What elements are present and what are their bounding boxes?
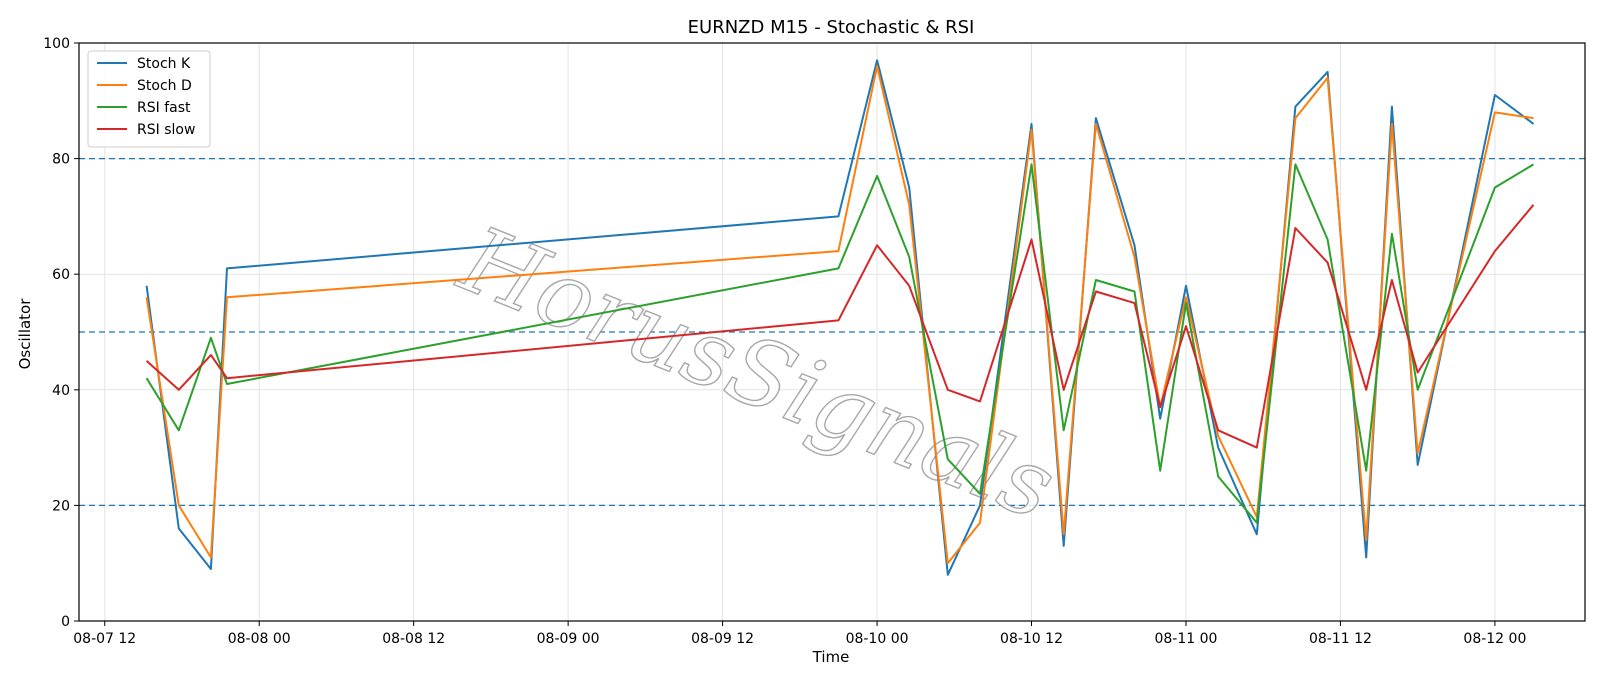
x-tick-label: 08-09 12 (691, 631, 754, 647)
x-tick-label: 08-09 00 (537, 631, 600, 647)
y-tick-label: 0 (61, 614, 70, 630)
y-tick-label: 80 (52, 152, 70, 168)
legend-box (87, 50, 211, 148)
y-tick-label: 20 (52, 498, 70, 514)
x-tick-label: 08-07 12 (73, 631, 136, 647)
legend-label: Stoch K (137, 56, 191, 72)
legend: Stoch K Stoch D RSI fast RSI slow (87, 50, 211, 148)
legend-label: Stoch D (137, 78, 192, 94)
legend-label: RSI fast (137, 100, 191, 116)
x-tick-label: 08-08 12 (382, 631, 445, 647)
x-tick-label: 08-11 00 (1154, 631, 1217, 647)
y-tick-label: 60 (52, 267, 70, 283)
y-axis-ticks: 0 20 40 60 80 100 (43, 36, 79, 630)
legend-label: RSI slow (137, 122, 195, 138)
x-tick-label: 08-10 12 (1000, 631, 1063, 647)
y-tick-label: 100 (43, 36, 70, 52)
x-tick-label: 08-11 12 (1309, 631, 1372, 647)
series-line-stoch-d (145, 65, 1534, 565)
series-lines (145, 59, 1535, 576)
series-line-rsi-fast (145, 163, 1535, 524)
x-tick-label: 08-12 00 (1463, 631, 1526, 647)
chart-title: EURNZD M15 - Stochastic & RSI (688, 17, 975, 38)
x-tick-label: 08-08 00 (228, 631, 291, 647)
x-axis-label: Time (812, 648, 850, 666)
y-axis-label: Oscillator (16, 298, 34, 370)
x-axis-ticks: 08-07 12 08-08 00 08-08 12 08-09 00 08-09 12… (73, 621, 1526, 647)
x-tick-label: 08-10 00 (846, 631, 909, 647)
plot-frame (78, 42, 1586, 622)
y-tick-label: 40 (52, 383, 70, 399)
series-line-rsi-slow (145, 204, 1535, 449)
